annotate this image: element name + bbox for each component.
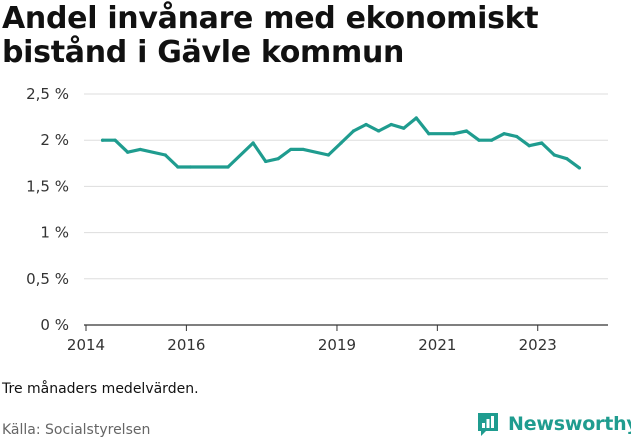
brand-name: Newsworthy xyxy=(508,413,631,435)
data-point xyxy=(477,138,481,142)
data-point xyxy=(489,138,494,142)
x-tick-label: 2019 xyxy=(318,336,356,354)
x-tick-label: 2021 xyxy=(418,336,456,354)
data-point xyxy=(414,116,418,120)
data-point xyxy=(113,138,117,142)
data-point xyxy=(565,157,569,161)
x-tick-label: 2016 xyxy=(167,336,205,354)
data-point xyxy=(163,153,167,157)
data-point xyxy=(126,150,130,154)
x-tick-label: 2023 xyxy=(519,336,557,354)
data-point xyxy=(138,147,142,152)
y-tick-label: 0,5 % xyxy=(26,270,69,288)
data-point xyxy=(515,134,519,139)
chart-note: Tre månaders medelvärden. xyxy=(2,381,199,397)
data-point xyxy=(276,157,280,161)
data-point xyxy=(577,166,581,170)
line-chart: 0 % 0,5 % 1 % 1,5 % 2 % 2,5 % 2014 2016 2019 202… xyxy=(26,85,608,354)
data-point xyxy=(226,165,230,169)
source-credit: Källa: Socialstyrelsen xyxy=(2,422,151,438)
data-point xyxy=(176,165,180,169)
data-point xyxy=(188,165,193,169)
data-point xyxy=(452,132,456,136)
data-point xyxy=(552,153,556,157)
y-grid xyxy=(84,93,608,326)
data-series xyxy=(100,116,581,170)
x-tick-label: 2014 xyxy=(67,336,105,354)
y-axis-labels: 0 % 0,5 % 1 % 1,5 % 2 % 2,5 % xyxy=(26,85,69,334)
x-axis: 2014 2016 2019 2021 2023 xyxy=(67,325,557,354)
newsworthy-chart-icon xyxy=(478,413,498,436)
data-point xyxy=(527,144,531,148)
data-point xyxy=(377,129,381,133)
data-point xyxy=(502,132,506,136)
data-point xyxy=(289,147,293,152)
data-point xyxy=(100,138,105,142)
y-tick-label: 2,5 % xyxy=(26,85,69,103)
y-tick-label: 1 % xyxy=(40,224,69,242)
chart-title: Andel invånare med ekonomiskt bistånd i … xyxy=(2,1,539,70)
data-point xyxy=(326,153,331,157)
data-point xyxy=(427,132,431,136)
data-point xyxy=(301,147,305,152)
data-point xyxy=(364,122,368,127)
data-point xyxy=(389,122,393,127)
data-point xyxy=(351,129,356,133)
y-tick-label: 1,5 % xyxy=(26,177,69,195)
data-point xyxy=(339,141,343,145)
newsworthy-logo[interactable]: Newsworthy xyxy=(476,409,631,439)
data-point xyxy=(464,129,469,133)
y-tick-label: 0 % xyxy=(40,316,69,334)
data-point xyxy=(251,141,255,145)
data-point xyxy=(402,126,406,130)
y-tick-label: 2 % xyxy=(40,131,69,149)
data-point xyxy=(264,159,268,164)
data-point xyxy=(540,141,544,145)
